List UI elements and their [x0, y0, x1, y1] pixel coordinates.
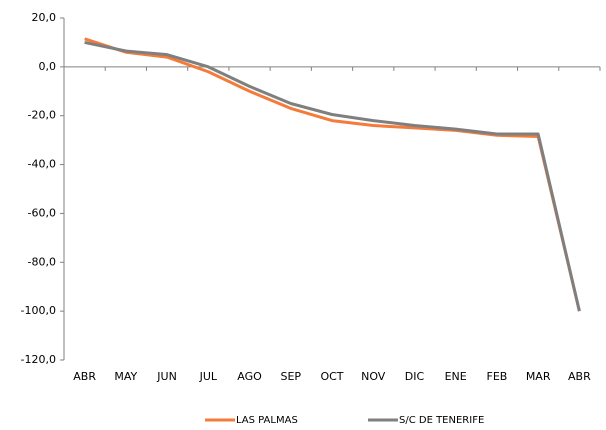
x-tick-label: MAY — [114, 370, 137, 383]
series-line — [84, 40, 581, 312]
y-tick-label: -40,0 — [28, 158, 56, 171]
legend-label: S/C DE TENERIFE — [399, 415, 484, 426]
x-tick-label: OCT — [320, 370, 343, 383]
x-tick-label: DIC — [405, 370, 425, 383]
legend-label: LAS PALMAS — [236, 415, 298, 426]
y-tick-label: 20,0 — [32, 11, 57, 24]
x-tick-label: MAR — [526, 370, 551, 383]
x-tick-label: ABR — [568, 370, 591, 383]
x-tick-label: NOV — [361, 370, 386, 383]
x-tick-label: JUL — [199, 370, 218, 383]
y-tick-label: -100,0 — [21, 304, 56, 317]
y-tick-label: -20,0 — [28, 109, 56, 122]
y-tick-label: -120,0 — [21, 353, 56, 366]
x-tick-label: SEP — [280, 370, 301, 383]
y-tick-label: -80,0 — [28, 255, 56, 268]
x-tick-label: ENE — [445, 370, 467, 383]
x-tick-label: FEB — [487, 370, 508, 383]
x-tick-label: ABR — [73, 370, 96, 383]
x-tick-label: JUN — [156, 370, 177, 383]
x-tick-label: AGO — [237, 370, 262, 383]
y-tick-label: -60,0 — [28, 206, 56, 219]
y-tick-label: 0,0 — [39, 60, 57, 73]
